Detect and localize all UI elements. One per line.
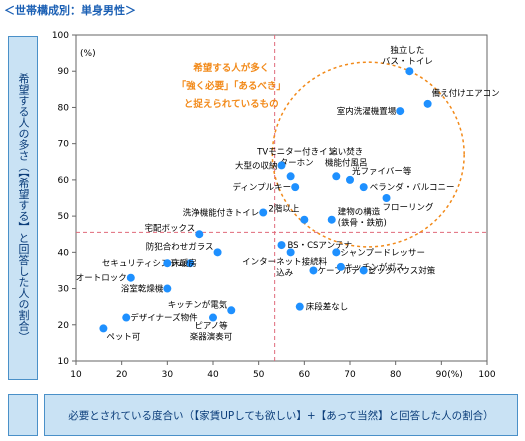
data-point xyxy=(332,172,341,181)
point-label: 床暖房 xyxy=(171,258,197,269)
point-label: TVモニター付きインターホン xyxy=(256,146,336,168)
annotation-line: と捉えられているもの xyxy=(184,98,279,110)
data-point xyxy=(359,183,368,192)
data-point xyxy=(295,302,304,311)
data-point xyxy=(227,306,236,315)
highlight-ellipse xyxy=(271,61,465,248)
y-unit-label: (%) xyxy=(80,49,96,59)
point-label: ピアノ等楽器演奏可 xyxy=(190,321,233,343)
point-label: 光ファイバー等 xyxy=(352,166,412,177)
y-tick-label: 70 xyxy=(58,140,70,150)
point-label: 洗浄機能付きトイレ xyxy=(183,207,260,218)
data-point xyxy=(332,248,341,257)
point-label: インターネット接続料込み xyxy=(242,256,328,278)
x-tick-label: 50 xyxy=(253,370,265,380)
point-label: シックハウス対策 xyxy=(368,265,436,276)
y-tick-label: 80 xyxy=(58,103,70,113)
data-point xyxy=(126,273,135,282)
y-axis-title-box: 希望する人の多さ（【希望する】と回答した人の割合） xyxy=(8,36,38,380)
data-point xyxy=(259,208,268,217)
point-label: シャンプードレッサー xyxy=(340,248,425,258)
x-tick-label: 20 xyxy=(116,370,128,380)
x-unit-label: (%) xyxy=(447,370,463,380)
point-label: 2階以上 xyxy=(268,204,299,215)
page-header: ＜世帯構成別：単身男性＞ xyxy=(4,4,136,17)
y-tick-label: 20 xyxy=(58,321,70,331)
y-tick-label: 60 xyxy=(58,176,70,186)
y-tick-label: 30 xyxy=(58,285,70,295)
point-label: 室内洗濯機置場 xyxy=(337,106,397,117)
annotation-line: 希望する人が多く xyxy=(193,62,269,74)
point-label: 床段差なし xyxy=(306,302,349,313)
data-point xyxy=(346,175,354,184)
annotation-line: 「強く必要」「あるべき」 xyxy=(177,80,286,92)
data-point xyxy=(336,262,345,271)
point-label: 浴室乾燥機 xyxy=(121,284,164,295)
data-point xyxy=(286,172,295,181)
point-label: キッチンがガス xyxy=(345,262,405,273)
y-tick-label: 90 xyxy=(58,67,70,77)
y-axis-title: 希望する人の多さ（【希望する】と回答した人の割合） xyxy=(17,73,31,343)
x-tick-label: 70 xyxy=(344,370,356,380)
data-point xyxy=(382,194,391,202)
point-label: セキュリティシステム xyxy=(102,259,186,269)
scatter-chart: 10 20 30 40 50 60 70 80 90 100 10 20 30 40 50 60 70 80 90 1… xyxy=(52,31,500,380)
data-point xyxy=(291,183,300,192)
x-tick-label: 90 xyxy=(436,370,448,380)
point-label: 大型の収納 xyxy=(235,160,278,171)
data-point xyxy=(277,161,286,170)
data-point xyxy=(396,107,405,116)
corner-box xyxy=(8,394,38,436)
y-tick-label: 50 xyxy=(58,212,70,222)
point-label: ケーブルテレビ xyxy=(317,265,376,276)
x-tick-label: 80 xyxy=(390,370,402,380)
y-tick-label: 10 xyxy=(58,357,70,367)
data-point xyxy=(286,248,295,257)
data-point xyxy=(163,284,172,293)
data-point xyxy=(209,313,217,322)
point-label: 独立したバス・トイレ xyxy=(382,45,433,67)
x-tick-label: 10 xyxy=(70,370,82,380)
data-point xyxy=(423,99,432,108)
data-point xyxy=(163,259,172,268)
point-label: ベランダ・バルコニー xyxy=(370,182,455,193)
data-point xyxy=(99,324,108,333)
point-label: 備え付けエアコン xyxy=(432,88,500,99)
point-label: ディンプルキー xyxy=(233,182,292,193)
point-label: 建物の構造(鉄骨・鉄筋) xyxy=(338,207,387,229)
point-label: 宅配ボックス xyxy=(145,223,196,234)
data-point xyxy=(405,67,414,76)
x-axis-title: 必要とされている度合い（【家賃UPしても欲しい】+【あって当然】と回答した人の割… xyxy=(44,394,518,436)
data-point xyxy=(213,248,222,257)
data-point xyxy=(359,266,368,275)
data-point xyxy=(122,313,131,322)
data-point xyxy=(327,215,336,224)
plot-area xyxy=(75,34,488,362)
point-label: 防犯合わせガラス xyxy=(146,241,214,252)
x-tick-label: 30 xyxy=(162,370,174,380)
y-tick-label: 100 xyxy=(52,31,69,41)
x-tick-label: 100 xyxy=(478,370,495,380)
point-label: BS・CSアンテナ xyxy=(288,241,353,251)
point-label: フローリング xyxy=(383,202,435,213)
data-point xyxy=(195,230,204,239)
data-point xyxy=(309,266,318,275)
point-label: オートロック xyxy=(76,274,127,284)
point-label: キッチンが電気 xyxy=(168,299,228,310)
y-tick-label: 40 xyxy=(58,248,70,258)
x-tick-label: 60 xyxy=(299,370,311,380)
data-point xyxy=(277,241,286,250)
data-point xyxy=(300,215,309,224)
data-point xyxy=(186,259,195,268)
point-label: ペット可 xyxy=(106,332,141,342)
point-label: 追い焚き機能付風呂 xyxy=(325,146,368,168)
x-tick-label: 40 xyxy=(207,370,219,380)
point-label: デザイナーズ物件 xyxy=(130,313,198,324)
